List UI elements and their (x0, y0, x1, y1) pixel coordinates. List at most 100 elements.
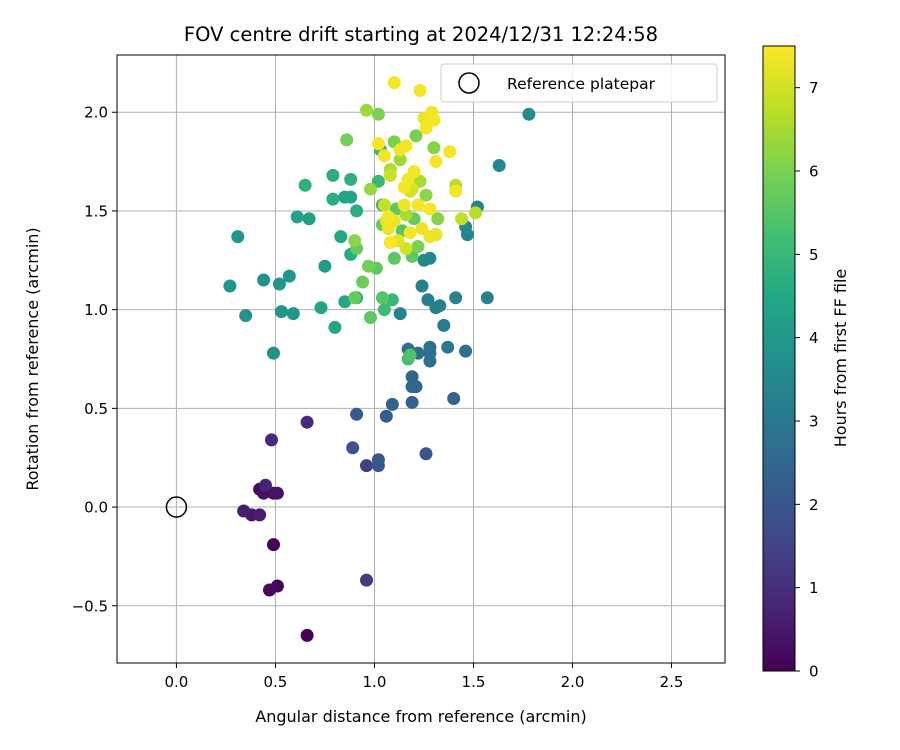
data-point (409, 129, 423, 143)
data-point (377, 149, 391, 163)
data-point (270, 486, 284, 500)
data-point (449, 291, 463, 305)
data-point (223, 279, 237, 293)
data-point (371, 137, 385, 151)
chart-title: FOV centre drift starting at 2024/12/31 … (184, 23, 658, 46)
y-tick-label: 1.0 (84, 301, 108, 319)
data-point (421, 293, 435, 307)
legend-box (440, 63, 718, 103)
data-point (360, 103, 373, 117)
data-point (272, 277, 286, 291)
colorbar-tick-label: 7 (809, 79, 819, 97)
data-point (377, 303, 391, 317)
data-point (326, 192, 340, 206)
data-point (362, 259, 375, 273)
data-point (397, 180, 411, 194)
data-point (257, 273, 271, 287)
data-point (348, 234, 362, 248)
data-point (340, 133, 354, 147)
data-point (377, 198, 391, 212)
data-point (405, 395, 419, 409)
data-point (399, 208, 413, 222)
data-point (423, 202, 437, 216)
colorbar-tick-label: 0 (809, 663, 819, 681)
data-point (263, 583, 276, 597)
data-point (350, 204, 364, 218)
data-point (433, 299, 447, 313)
colorbar-ticks: 0 1 2 3 4 5 6 7 (795, 79, 819, 681)
colorbar-frame (762, 45, 796, 672)
data-point (364, 311, 377, 324)
data-point (344, 172, 358, 186)
legend-label: Reference platepar (507, 75, 656, 93)
y-axis-label: Rotation from reference (arcmin) (23, 227, 42, 490)
data-point (381, 210, 395, 224)
data-point (346, 441, 360, 455)
legend: Reference platepar (440, 63, 718, 103)
data-point (274, 305, 288, 319)
data-point (427, 113, 441, 127)
data-point (300, 415, 314, 429)
data-point (267, 538, 280, 552)
colorbar-tick-label: 3 (809, 413, 819, 431)
data-point (298, 178, 312, 192)
x-tick-label: 2.0 (561, 673, 585, 691)
colorbar-tick-label: 2 (809, 496, 819, 514)
colorbar-tick-label: 4 (809, 329, 819, 347)
data-point (393, 153, 407, 167)
data-point (413, 84, 427, 97)
colorbar-tick-label: 5 (809, 246, 819, 264)
data-point (253, 508, 267, 522)
y-tick-label: 0.5 (84, 400, 108, 418)
data-point (397, 198, 411, 212)
data-point (455, 212, 469, 226)
colorbar-gradient (763, 46, 795, 671)
data-point (413, 174, 427, 188)
data-point (348, 291, 362, 305)
data-point (459, 344, 473, 358)
data-point (383, 168, 397, 182)
data-point (360, 573, 373, 587)
data-point (344, 190, 358, 204)
data-point (290, 210, 304, 224)
data-point (419, 188, 433, 202)
data-point (429, 155, 443, 169)
grid (117, 55, 725, 663)
data-point (415, 279, 429, 293)
data-point (314, 301, 328, 315)
data-point (239, 309, 253, 323)
data-point (411, 240, 425, 253)
data-point (403, 226, 417, 240)
reference-platepar-marker (165, 496, 188, 518)
x-tick-label: 2.5 (660, 673, 684, 691)
data-point (286, 307, 300, 321)
data-point (387, 251, 401, 265)
data-point (480, 291, 494, 305)
data-point (300, 628, 314, 642)
plot-frame (116, 54, 726, 664)
data-point (409, 380, 423, 394)
data-point (469, 206, 482, 220)
data-point (360, 459, 373, 473)
data-point (385, 293, 399, 307)
data-point (371, 453, 385, 467)
data-point (429, 228, 443, 242)
data-point (364, 182, 377, 196)
data-point (328, 320, 342, 334)
colorbar-tick-label: 6 (809, 163, 819, 181)
data-point (492, 159, 506, 172)
x-tick-label: 0.0 (164, 673, 188, 691)
data-point (387, 76, 401, 90)
data-point (405, 370, 419, 384)
data-point (267, 346, 280, 360)
data-point (371, 107, 385, 121)
data-point (415, 222, 429, 236)
x-tick-label: 1.5 (462, 673, 486, 691)
data-point (411, 198, 425, 212)
data-point (318, 259, 332, 273)
y-tick-label: 1.5 (84, 202, 108, 220)
data-point (399, 242, 413, 255)
data-point (443, 145, 457, 159)
data-point (356, 275, 370, 289)
data-point (371, 174, 385, 188)
